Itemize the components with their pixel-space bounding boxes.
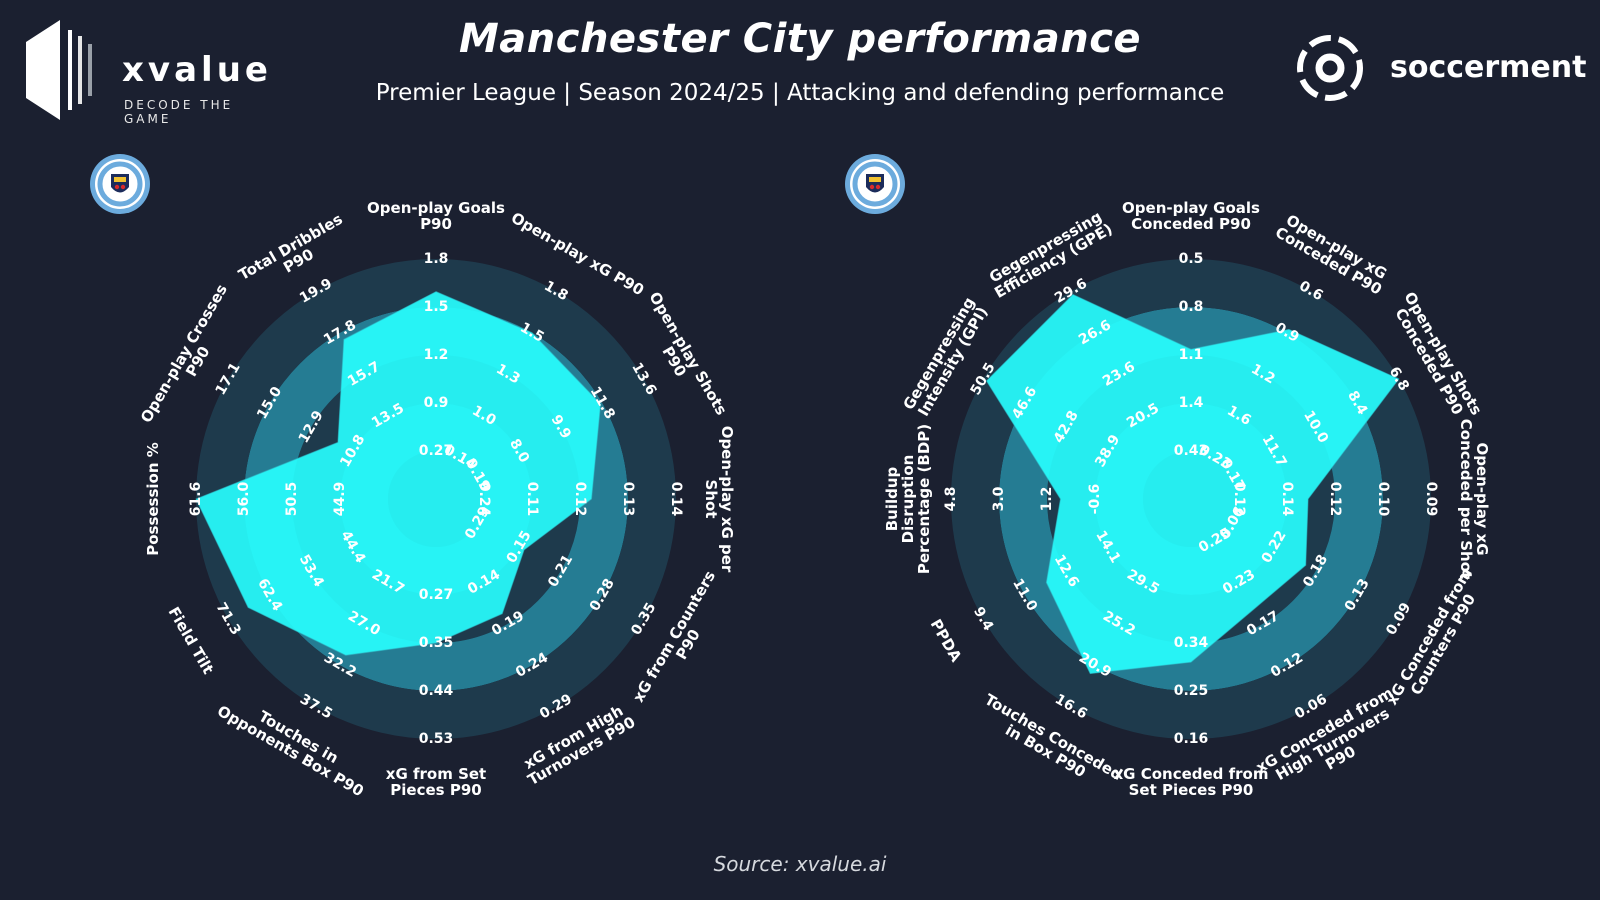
radar-tick-label: 0.12	[1327, 482, 1343, 517]
radar-tick-label: 0.12	[572, 482, 588, 517]
soccerment-mark-icon	[1297, 35, 1363, 101]
radar-tick-label: 1.2	[1039, 487, 1055, 512]
radar-axis-label: BuildupDisruptionPercentage (BDP)	[883, 424, 933, 574]
radar-tick-label: 1.8	[424, 251, 449, 267]
radar-tick-label: 50.5	[284, 482, 300, 517]
radar-tick-label: 0.24	[476, 482, 492, 517]
radar-axis-label: Possession %	[144, 442, 162, 556]
radar-axis-label: Open-play Goals P90	[367, 199, 505, 233]
radar-tick-label: 0.10	[1375, 482, 1391, 517]
radar-tick-label: 0.9	[424, 395, 449, 411]
radar-value-outline	[195, 291, 602, 656]
xvalue-logo: xvalue DECODE THE GAME	[26, 20, 286, 126]
radar-value-area	[196, 291, 601, 656]
radar-chart-2: 0.43 1.4 1.1 0.8 0.5 Open-play Goals Conceded …	[845, 154, 1491, 799]
radar-tick-label: 1.4	[1179, 395, 1204, 411]
radar-tick-label: 56.0	[236, 481, 252, 516]
radar-tick-label: 0.44	[419, 683, 454, 699]
radar-value-area	[986, 294, 1399, 674]
radar-axis-label: xG Conceded from Set Pieces P90	[1114, 765, 1269, 799]
radar-tick-label: 0.14	[668, 482, 684, 517]
radar-axis-label: Open-play xG perShot	[702, 426, 736, 573]
radar-tick-label: 0.27	[419, 587, 454, 603]
radar-tick-label: 0.13	[620, 482, 636, 517]
radar-tick-label: 0.12	[1231, 482, 1247, 517]
soccerment-logo: soccerment	[1294, 30, 1587, 110]
radar-value-outline	[985, 293, 1400, 675]
radar-axis-label: Open-play Goals Conceded P90	[1122, 199, 1260, 233]
radar-ring	[999, 307, 1383, 691]
radar-tick-label: 4.8	[943, 487, 959, 512]
radar-tick-label: 0.27	[419, 443, 454, 459]
xvalue-tagline: DECODE THE GAME	[124, 98, 234, 126]
soccerment-wordmark: soccerment	[1390, 50, 1587, 85]
radar-tick-label: 1.1	[1179, 347, 1204, 363]
radar-axis-label: xG from Set Pieces P90	[386, 765, 486, 799]
radar-tick-label: 3.0	[991, 486, 1007, 511]
radar-ring	[951, 259, 1431, 739]
radar-tick-label: 0.25	[1174, 683, 1209, 699]
radar-tick-label: 0.8	[1179, 299, 1204, 315]
radar-axis-label: PPDA	[927, 616, 966, 665]
radar-tick-label: 0.14	[1279, 482, 1295, 517]
xvalue-wordmark: xvalue	[122, 50, 272, 90]
radar-tick-label: 0.16	[1174, 731, 1209, 747]
radar-tick-label: 61.6	[188, 482, 204, 517]
radar-tick-label: 1.2	[424, 347, 449, 363]
radar-axis-label: Field Tilt	[165, 604, 218, 677]
radar-tick-label: 0.11	[524, 482, 540, 517]
radar-tick-label: 44.9	[332, 482, 348, 517]
chart-title: Manchester City performance	[458, 16, 1142, 62]
radar-tick-label: 0.43	[1174, 443, 1209, 459]
radar-tick-label: 0.5	[1179, 251, 1204, 267]
radar-tick-label: 0.09	[1423, 482, 1439, 517]
radar-tick-label: 1.5	[424, 299, 449, 315]
source-note: Source: xvalue.ai	[713, 852, 887, 876]
radar-tick-label: 0.35	[419, 635, 454, 651]
club-crest-icon	[845, 154, 905, 214]
radar-tick-label: -0.6	[1087, 484, 1103, 515]
xvalue-mark-icon	[26, 20, 92, 120]
radar-tick-label: 0.53	[419, 731, 454, 747]
chart-subtitle: Premier League | Season 2024/25 | Attack…	[375, 80, 1225, 106]
radar-axis-label: Open-play xGConceded per Shot	[1457, 419, 1491, 579]
radar-tick-label: 0.34	[1174, 635, 1209, 651]
club-crest-icon	[90, 154, 150, 214]
